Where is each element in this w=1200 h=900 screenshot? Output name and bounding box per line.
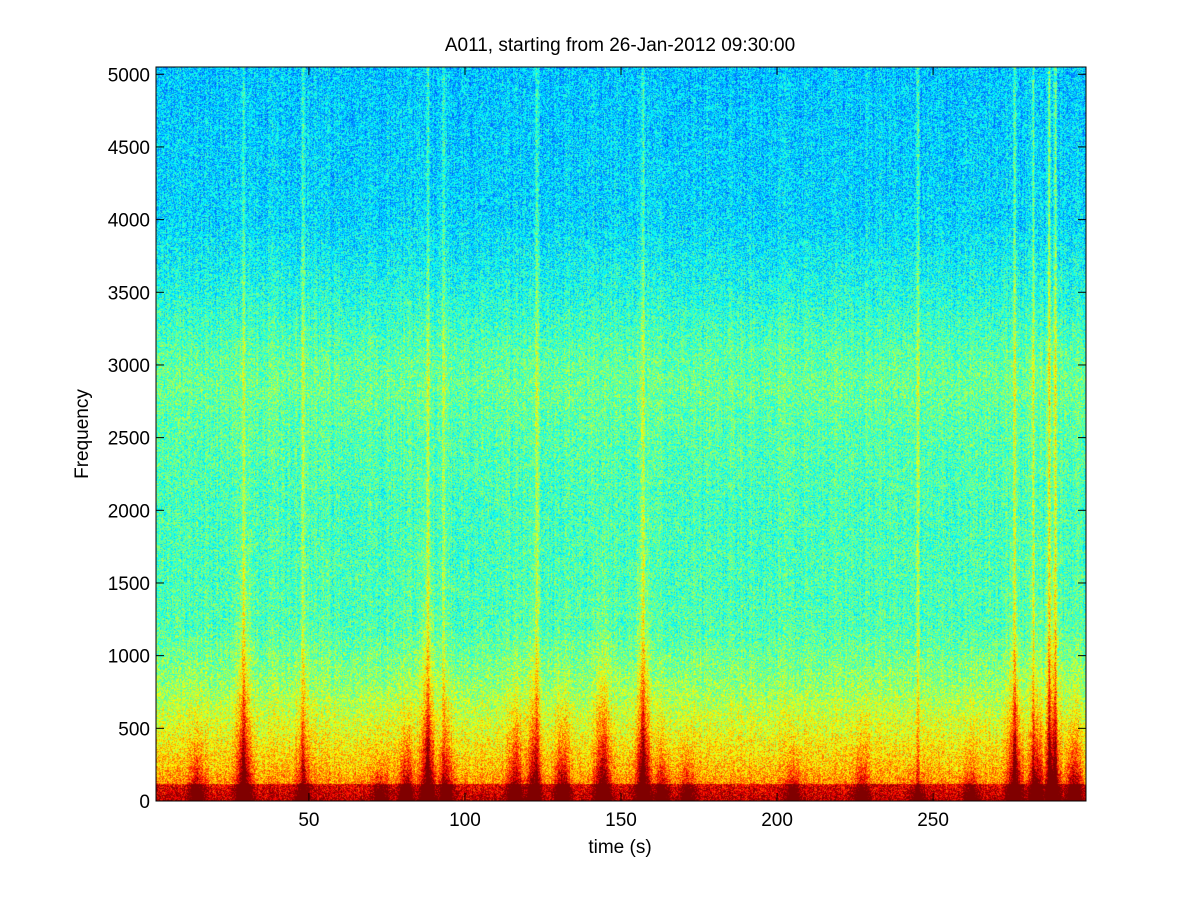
y-tick-label: 2000 [108, 501, 150, 522]
transient-mark [1011, 670, 1017, 801]
transient-mark [1071, 728, 1077, 801]
transient-mark [968, 757, 974, 801]
y-tick-label: 3000 [108, 356, 150, 377]
transient-mark [1033, 699, 1039, 801]
transient-mark [659, 743, 665, 801]
plot-area [156, 67, 1086, 801]
spectrogram-image [156, 67, 1086, 801]
y-tick-label: 4500 [108, 138, 150, 159]
y-tick-label: 2500 [108, 429, 150, 450]
transient-mark [640, 641, 646, 801]
transient-mark [300, 685, 306, 801]
transient-mark [443, 714, 449, 801]
y-axis: 0 500 1000 1500 2000 2500 3000 3500 4000 4500 5000 [108, 65, 1086, 813]
transient-mark [512, 707, 518, 801]
y-tick-label: 4000 [108, 211, 150, 232]
transient-mark [194, 736, 200, 801]
y-tick-label: 1000 [108, 647, 150, 668]
y-tick-label: 5000 [108, 65, 150, 86]
y-tick-label: 1500 [108, 574, 150, 595]
transient-mark [684, 750, 690, 801]
y-axis-label: Frequency [72, 389, 93, 479]
transient-mark [240, 627, 246, 801]
transient-mark [858, 736, 864, 801]
chart-title: A011, starting from 26-Jan-2012 09:30:00 [445, 35, 795, 56]
transient-mark [914, 772, 920, 801]
x-tick-label: 150 [605, 810, 637, 831]
x-tick-label: 100 [449, 810, 481, 831]
y-tick-label: 3500 [108, 283, 150, 304]
x-tick-label: 200 [761, 810, 793, 831]
transient-mark [599, 670, 605, 801]
transient-mark [403, 728, 409, 801]
transient-mark [425, 641, 431, 801]
x-axis: 50 100 150 200 250 [298, 67, 949, 831]
transient-mark [1049, 641, 1055, 801]
transient-mark [531, 670, 537, 801]
transient-mark [790, 757, 796, 801]
x-tick-label: 50 [298, 810, 319, 831]
transient-mark [378, 757, 384, 801]
y-tick-label: 500 [118, 719, 150, 740]
x-tick-label: 250 [917, 810, 949, 831]
transient-mark [559, 714, 565, 801]
x-axis-label: time (s) [588, 837, 651, 858]
y-tick-label: 0 [139, 792, 150, 813]
